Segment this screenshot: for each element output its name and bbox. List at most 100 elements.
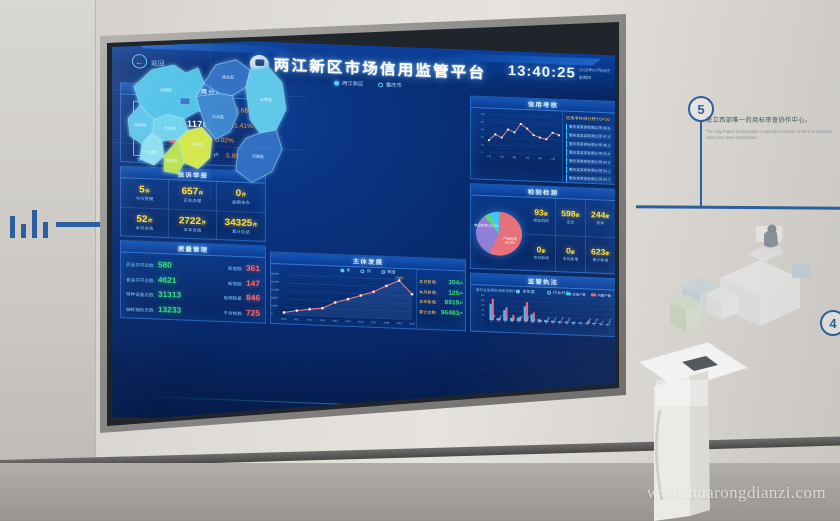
svg-text:0: 0	[481, 320, 483, 322]
svg-text:南岸区: 南岸区	[166, 158, 178, 163]
wall-timeline-node-4: 4	[820, 310, 840, 336]
radio-dot-icon	[516, 289, 521, 294]
svg-text:2010: 2010	[281, 318, 287, 321]
wall-bar-decoration	[10, 208, 56, 238]
certify-cell[interactable]: 244家 机构	[585, 199, 615, 238]
svg-text:金融业: 金融业	[530, 317, 537, 324]
panel-credit-exam: 信用考核 0 20 40 60 80 100 1月 3月 5月 7月 9月 11月 信用考核排行榜TO…	[470, 95, 615, 185]
exam-list-item[interactable]: 重庆某某某有限公司 92.7	[566, 174, 612, 184]
certify-cell[interactable]: 623家 累计新增	[591, 246, 610, 263]
panel-enforcement: 监管执法 本年度 行业分布 各行业监管执法情况统计 检查户数	[470, 272, 615, 338]
svg-text:2015: 2015	[345, 320, 351, 323]
svg-text:信息技术: 信息技术	[523, 315, 531, 324]
certify-label: 机构	[596, 220, 605, 226]
svg-text:16,000: 16,000	[271, 280, 279, 283]
certify-cell[interactable]: 598家 企业	[556, 198, 586, 237]
growth-tab-1[interactable]: 月	[360, 268, 371, 274]
svg-text:房地产: 房地产	[537, 317, 544, 324]
svg-text:20,000: 20,000	[271, 272, 279, 275]
svg-text:3月: 3月	[500, 155, 504, 159]
radio-dot-icon	[546, 290, 551, 295]
pie-label-0: 食品检测 42.1%	[474, 222, 499, 228]
radio-dot-icon	[360, 269, 365, 274]
svg-text:水利环境: 水利环境	[557, 316, 565, 325]
exam-list-item[interactable]: 重庆某某某有限公司 97.4	[566, 131, 612, 141]
svg-text:2018: 2018	[384, 322, 390, 325]
svg-text:建筑业: 建筑业	[510, 316, 517, 323]
left-wall-panel	[0, 0, 96, 521]
growth-stat-value: 304	[448, 279, 460, 287]
certify-cell[interactable]: 0家 本日新增	[527, 234, 557, 273]
growth-line-chart: 19400 0 4,000 8,000 12,000 16,000 20,000 2010 2…	[271, 264, 416, 330]
svg-text:农林牧渔: 农林牧渔	[592, 318, 600, 327]
svg-text:80: 80	[481, 122, 484, 124]
wall-timeline-node-5: 5	[688, 96, 714, 122]
svg-text:科研技术: 科研技术	[551, 316, 559, 325]
certify-label: 检验机构	[533, 218, 549, 224]
svg-text:2017: 2017	[371, 321, 377, 324]
panel-inspection-testing: 检验检测 食品检测 42.1% 产品检测 56.9% 93家 检验机构	[470, 183, 615, 275]
svg-text:住宿餐饮: 住宿餐饮	[496, 314, 504, 323]
svg-text:长寿区: 长寿区	[260, 97, 272, 102]
svg-text:渝北区: 渝北区	[222, 74, 234, 79]
panel-district-map[interactable]: 北碚区 渝北区 江北区 长寿区 巴南区 沙坪坝 九龙坡 大渡口 渝中区 南岸区	[112, 36, 308, 203]
exam-list-item[interactable]: 重庆某某某有限公司 95.8	[566, 149, 612, 158]
certify-value: 93	[534, 207, 544, 218]
wall-timeline-stub	[700, 122, 702, 208]
certify-value: 598	[561, 208, 576, 219]
svg-text:渝中区: 渝中区	[192, 142, 204, 147]
display-screen: ← 返回 两江新区市场信用监管平台 13:40:25 2020年07月09日 星…	[112, 27, 615, 421]
exam-list-item[interactable]: 重庆某某某有限公司 98.6	[566, 123, 612, 133]
pie-shape: 食品检测 42.1% 产品检测 56.9%	[474, 210, 522, 256]
growth-tab-0[interactable]: 年	[340, 268, 351, 274]
certify-cell[interactable]: 0家 本月新增	[556, 235, 586, 274]
svg-text:4,000: 4,000	[271, 304, 278, 307]
svg-text:300: 300	[481, 305, 485, 307]
svg-text:北碚区: 北碚区	[160, 87, 172, 92]
growth-stat-row: 本月新增: 125户	[419, 289, 463, 297]
wall-timeline-text-cn: 设立西部唯一的商标审查协作中心。	[706, 117, 812, 124]
svg-text:教育: 教育	[571, 320, 577, 325]
svg-text:文化体育: 文化体育	[585, 317, 593, 326]
exam-list-item[interactable]: 重庆某某某有限公司 96.2	[566, 140, 612, 150]
svg-text:制造业: 制造业	[503, 316, 510, 323]
growth-tab-2[interactable]: 季度	[381, 269, 396, 275]
wall-isometric-illustration	[660, 190, 840, 350]
svg-text:沙坪坝: 沙坪坝	[134, 122, 146, 127]
growth-stat-row: 本日新增: 304户	[419, 279, 463, 287]
certify-pie-chart[interactable]: 食品检测 42.1% 产品检测 56.9%	[471, 195, 527, 270]
svg-text:2011: 2011	[294, 318, 300, 321]
certify-cell[interactable]: 93家 检验机构	[527, 197, 557, 236]
svg-text:0: 0	[481, 152, 483, 154]
certify-stat-grid: 93家 检验机构 598家 企业 244家 机构	[527, 197, 615, 275]
svg-text:卫生: 卫生	[578, 320, 584, 325]
growth-stat-value: 125	[448, 289, 460, 297]
watermark: www.huarongdianzi.com	[646, 483, 826, 502]
svg-text:采矿业: 采矿业	[598, 320, 605, 327]
panel-entity-growth: 主体发展 年 月	[270, 251, 466, 332]
pie-label-1: 产品检测 56.9%	[503, 236, 517, 245]
exam-ranking-list[interactable]: 信用考核排行榜TOP10 重庆某某某有限公司 98.6 重庆某某某有限公司 97.4…	[562, 111, 615, 185]
growth-stat-value: 8919	[444, 299, 460, 307]
flow-legend-item-0: 检查户数	[565, 291, 586, 297]
svg-text:200: 200	[481, 310, 485, 312]
flow-bar-chart: 0 100 200 300 400 500 批发零售 住宿餐饮 制造业 建筑业 交通运输 信息技术 金融…	[481, 295, 613, 327]
kiosk-stand	[630, 340, 750, 521]
growth-stat-label: 本年新增:	[419, 299, 437, 305]
svg-text:9月: 9月	[538, 156, 542, 160]
flow-legend-item-1: 问题户数	[590, 292, 611, 298]
certify-value: 244	[591, 209, 606, 220]
exam-list-item[interactable]: 重庆某某某有限公司 94.5	[566, 157, 612, 167]
svg-text:2012: 2012	[307, 319, 313, 322]
svg-text:0: 0	[271, 312, 273, 315]
exam-list-item[interactable]: 重庆某某某有限公司 93.1	[566, 166, 612, 175]
wall-display: ← 返回 两江新区市场信用监管平台 13:40:25 2020年07月09日 星…	[98, 14, 628, 434]
exam-list-title: 信用考核排行榜TOP10	[566, 115, 610, 122]
svg-text:7月: 7月	[525, 156, 529, 160]
svg-text:2020: 2020	[409, 323, 415, 326]
growth-stat-label: 本月新增:	[419, 289, 437, 295]
certify-label: 企业	[566, 219, 575, 225]
flow-tab-0[interactable]: 本年度	[516, 289, 535, 295]
growth-stat-list: 本日新增: 304户 本月新增: 125户 本年新增: 8919户	[416, 269, 465, 332]
dashboard: ← 返回 两江新区市场信用监管平台 13:40:25 2020年07月09日 星…	[112, 36, 615, 421]
